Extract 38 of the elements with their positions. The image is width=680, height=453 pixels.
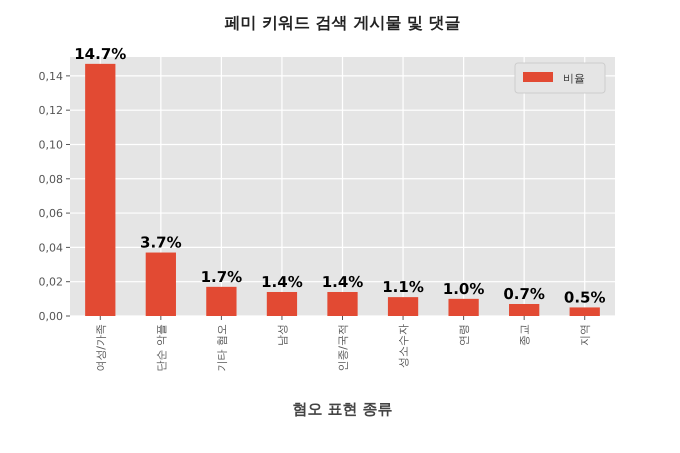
x-tick-label: 인종/국적 <box>336 324 350 372</box>
bar <box>206 286 237 316</box>
bar <box>266 292 298 316</box>
bar <box>448 298 479 316</box>
data-label: 3.7% <box>140 234 182 252</box>
x-tick-label: 남성 <box>276 324 289 346</box>
y-tick-label: 0,08 <box>38 172 63 186</box>
bar <box>327 292 358 316</box>
x-tick-label: 연령 <box>458 324 471 346</box>
y-tick-label: 0,06 <box>38 207 63 220</box>
x-tick-label: 기타 혐오 <box>215 324 228 372</box>
bar <box>570 307 600 316</box>
data-label: 1.4% <box>261 272 303 291</box>
x-tick-label: 지역 <box>578 324 592 346</box>
y-tick-label: 0,00 <box>38 310 63 323</box>
data-label: 0.5% <box>564 288 606 306</box>
y-tick-label: 0,14 <box>38 70 63 83</box>
y-tick-label: 0,12 <box>38 104 63 118</box>
x-tick-label: 여성/가족 <box>94 324 108 372</box>
y-tick-label: 0,02 <box>38 276 63 289</box>
data-label: 1.7% <box>200 268 242 286</box>
data-label: 1.0% <box>442 280 484 298</box>
bar <box>146 252 176 316</box>
data-label: 1.4% <box>322 272 364 291</box>
bar <box>388 297 418 316</box>
data-label: 14.7% <box>74 44 126 63</box>
x-tick-label: 종교 <box>518 324 532 346</box>
data-label: 1.1% <box>382 278 424 296</box>
bar <box>509 304 540 316</box>
chart-title: 페미 키워드 검색 게시물 및 댓글 <box>224 13 460 32</box>
x-tick-label: 단순 악플 <box>154 324 168 372</box>
data-label: 0.7% <box>503 284 545 303</box>
legend-label: 비율 <box>563 72 585 85</box>
y-tick-label: 0,04 <box>38 241 63 254</box>
x-axis-title: 혐오 표현 종류 <box>292 400 393 418</box>
y-tick-label: 0,10 <box>38 138 63 152</box>
x-tick-label: 성소수자 <box>397 324 410 368</box>
bar <box>85 64 116 316</box>
